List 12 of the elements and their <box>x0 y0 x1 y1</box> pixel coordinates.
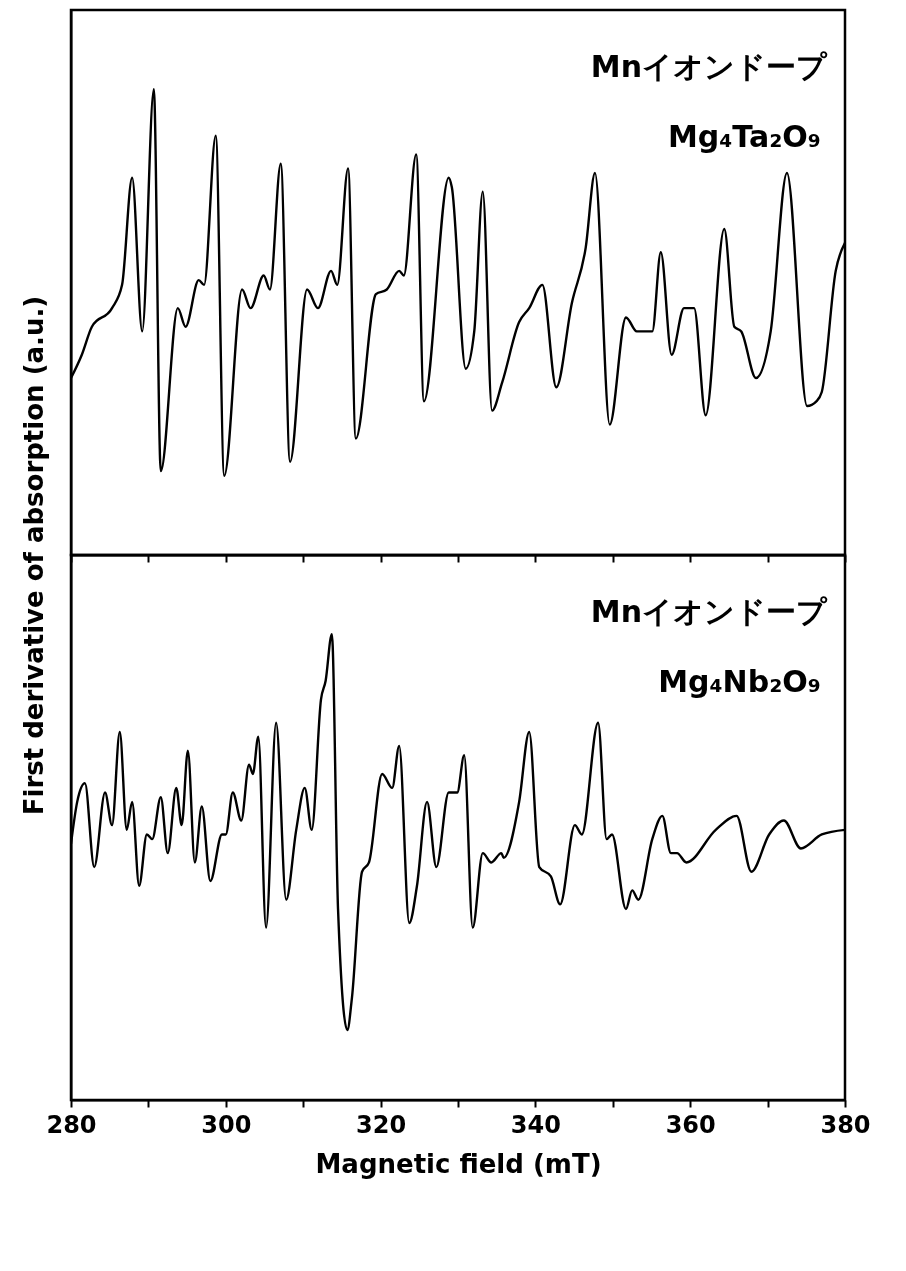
x-tick-label: 360 <box>665 1110 716 1139</box>
y-axis-title: First derivative of absorption (a.u.) <box>18 295 49 816</box>
annotation: Mg₄Nb₂O₉ <box>658 664 821 699</box>
x-tick-label: 380 <box>820 1110 871 1139</box>
x-tick-label: 340 <box>510 1110 561 1139</box>
text: Mnイオンドープ <box>590 49 828 84</box>
x-tick-label: 300 <box>201 1110 252 1139</box>
text: Mnイオンドープ <box>590 594 828 629</box>
x-tick-label: 320 <box>356 1110 407 1139</box>
annotation: Mg₄Ta₂O₉ <box>667 119 821 154</box>
x-tick-label: 280 <box>46 1110 97 1139</box>
x-axis-title: Magnetic field (mT) <box>315 1148 602 1179</box>
